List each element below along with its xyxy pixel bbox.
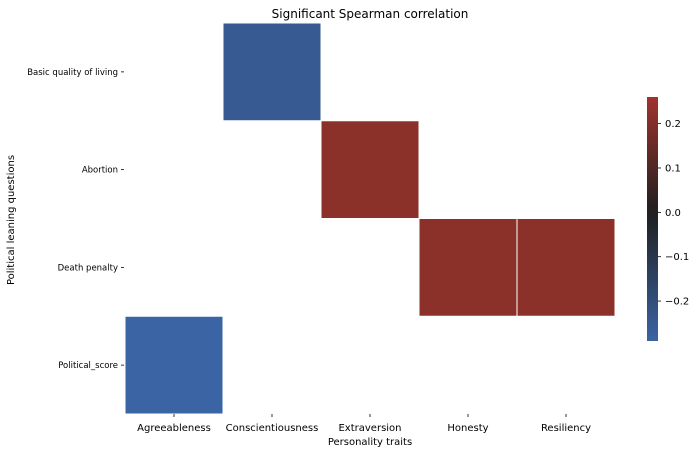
x-axis-label: Personality traits [328, 437, 412, 448]
x-tick-label: Honesty [447, 423, 488, 434]
colorbar-gradient [647, 97, 658, 341]
heatmap-cell [222, 22, 322, 122]
y-axis-ticks: Basic quality of living Abortion Death pen… [27, 68, 124, 371]
heatmap-cell [320, 120, 420, 219]
y-tick-label: Basic quality of living [27, 68, 118, 78]
colorbar: 0.2 0.1 0.0 −0.1 −0.2 [647, 97, 689, 341]
x-tick-label: Resiliency [541, 423, 591, 434]
x-tick-label: Conscientiousness [226, 423, 319, 434]
colorbar-tick-label: 0.0 [665, 208, 681, 219]
heatmap-cells [124, 22, 616, 415]
heatmap-cell [124, 315, 224, 415]
chart-title: Significant Spearman correlation [272, 7, 469, 21]
y-axis-label: Political leaning questions [6, 155, 17, 285]
y-tick-label: Abortion [82, 166, 118, 176]
x-tick-label: Agreeableness [137, 423, 211, 434]
heatmap-cell [418, 218, 518, 317]
y-tick-label: Death penalty [58, 263, 118, 273]
x-axis-ticks: Agreeableness Conscientiousness Extraversi… [137, 414, 591, 434]
colorbar-tick-label: 0.2 [665, 119, 681, 130]
colorbar-tick-label: −0.2 [665, 297, 689, 308]
y-tick-label: Political_score [58, 361, 118, 371]
colorbar-tick-label: −0.1 [665, 252, 689, 263]
x-tick-label: Extraversion [338, 423, 401, 434]
colorbar-tick-label: 0.1 [665, 163, 681, 174]
heatmap-cell [516, 218, 616, 317]
